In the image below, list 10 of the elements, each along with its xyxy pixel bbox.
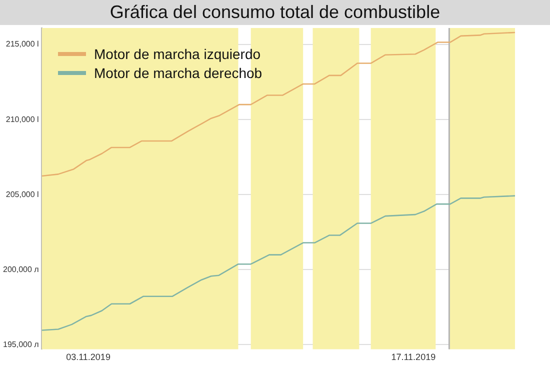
x-tick-label: 03.11.2019 [66, 352, 110, 362]
x-tick-label: 17.11.2019 [391, 352, 436, 362]
y-tick-label: 195,000 л [2, 340, 40, 349]
y-tick-label: 215,000 l [6, 40, 40, 49]
y-tick-label: 205,000 l [6, 190, 40, 199]
legend-label: Motor de marcha izquierdo [94, 46, 261, 62]
y-tick-label: 210,000 l [6, 114, 40, 124]
legend-label: Motor de marcha derechob [94, 64, 262, 80]
y-tick-label: 200,000 л [2, 264, 40, 274]
chart-title: Gráfica del consumo total de combustible [0, 0, 550, 25]
